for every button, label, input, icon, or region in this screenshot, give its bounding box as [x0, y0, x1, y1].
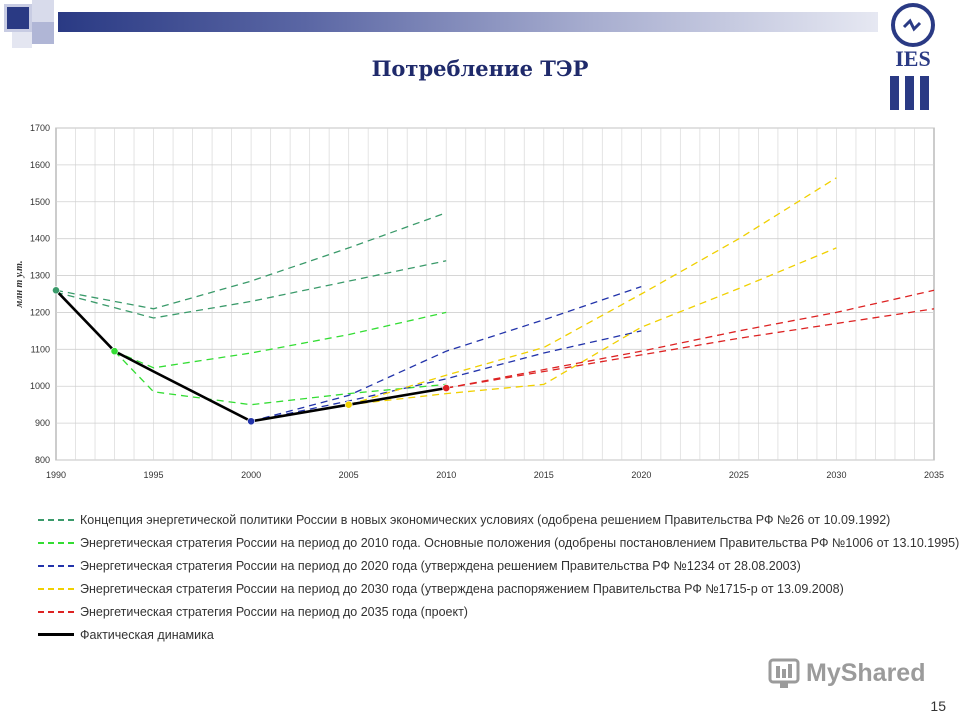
watermark-text: MyShared: [806, 659, 925, 688]
y-tick-label: 1700: [30, 123, 50, 133]
x-tick-label: 1990: [46, 470, 66, 480]
watermark-icon: [768, 656, 800, 690]
y-tick-label: 1000: [30, 381, 50, 391]
consumption-chart: 800 900 1000 1100 1200 1300 1400 1500 1600 1700 19…: [14, 116, 944, 486]
legend-swatch: [38, 542, 74, 544]
page-number: 15: [930, 698, 946, 714]
y-tick-label: 1400: [30, 234, 50, 244]
x-tick-label: 2020: [631, 470, 651, 480]
legend-label: Энергетическая стратегия России на перио…: [80, 536, 959, 550]
x-tick-label: 2035: [924, 470, 944, 480]
legend-item: Фактическая динамика: [38, 623, 938, 646]
header-square-3: [32, 22, 54, 44]
legend-label: Энергетическая стратегия России на перио…: [80, 559, 801, 573]
y-tick-label: 900: [35, 418, 50, 428]
ies-logo: IES: [880, 0, 952, 116]
legend-label: Фактическая динамика: [80, 628, 214, 642]
y-axis-label: млн т у.т.: [14, 260, 25, 308]
data-point-marker: [248, 418, 255, 425]
x-tick-label: 2015: [534, 470, 554, 480]
x-tick-label: 2010: [436, 470, 456, 480]
watermark: MyShared: [768, 656, 925, 690]
legend-swatch: [38, 519, 74, 521]
legend-label: Концепция энергетической политики России…: [80, 513, 890, 527]
header-square-2: [32, 0, 54, 22]
header-gradient-band: [58, 12, 878, 32]
y-tick-label: 1500: [30, 197, 50, 207]
chart-svg: 800 900 1000 1100 1200 1300 1400 1500 1600 1700 19…: [14, 116, 944, 486]
slide-title: Потребление ТЭР: [330, 56, 630, 81]
legend-swatch: [38, 588, 74, 590]
y-tick-label: 800: [35, 455, 50, 465]
header-square-4: [12, 32, 32, 48]
y-tick-label: 1200: [30, 307, 50, 317]
plot-area: [56, 128, 934, 460]
chart-legend: Концепция энергетической политики России…: [38, 508, 938, 646]
header-square-1: [4, 4, 32, 32]
logo-text: IES: [895, 46, 930, 71]
legend-item: Концепция энергетической политики России…: [38, 508, 938, 531]
header-bar: [0, 0, 960, 48]
legend-item: Энергетическая стратегия России на перио…: [38, 554, 938, 577]
data-point-marker: [443, 384, 450, 391]
legend-swatch: [38, 633, 74, 636]
data-point-marker: [52, 287, 59, 294]
y-tick-label: 1300: [30, 271, 50, 281]
x-tick-label: 1995: [144, 470, 164, 480]
y-tick-label: 1100: [31, 344, 50, 354]
x-tick-label: 2025: [729, 470, 749, 480]
x-tick-label: 2030: [826, 470, 846, 480]
data-point-marker: [111, 348, 118, 355]
data-point-marker: [345, 401, 352, 408]
legend-swatch: [38, 611, 74, 613]
legend-label: Энергетическая стратегия России на перио…: [80, 605, 468, 619]
legend-item: Энергетическая стратегия России на перио…: [38, 531, 938, 554]
x-tick-label: 2005: [339, 470, 359, 480]
legend-swatch: [38, 565, 74, 567]
x-tick-label: 2000: [241, 470, 261, 480]
legend-label: Энергетическая стратегия России на перио…: [80, 582, 844, 596]
legend-item: Энергетическая стратегия России на перио…: [38, 600, 938, 623]
legend-item: Энергетическая стратегия России на перио…: [38, 577, 938, 600]
y-tick-label: 1600: [30, 160, 50, 170]
